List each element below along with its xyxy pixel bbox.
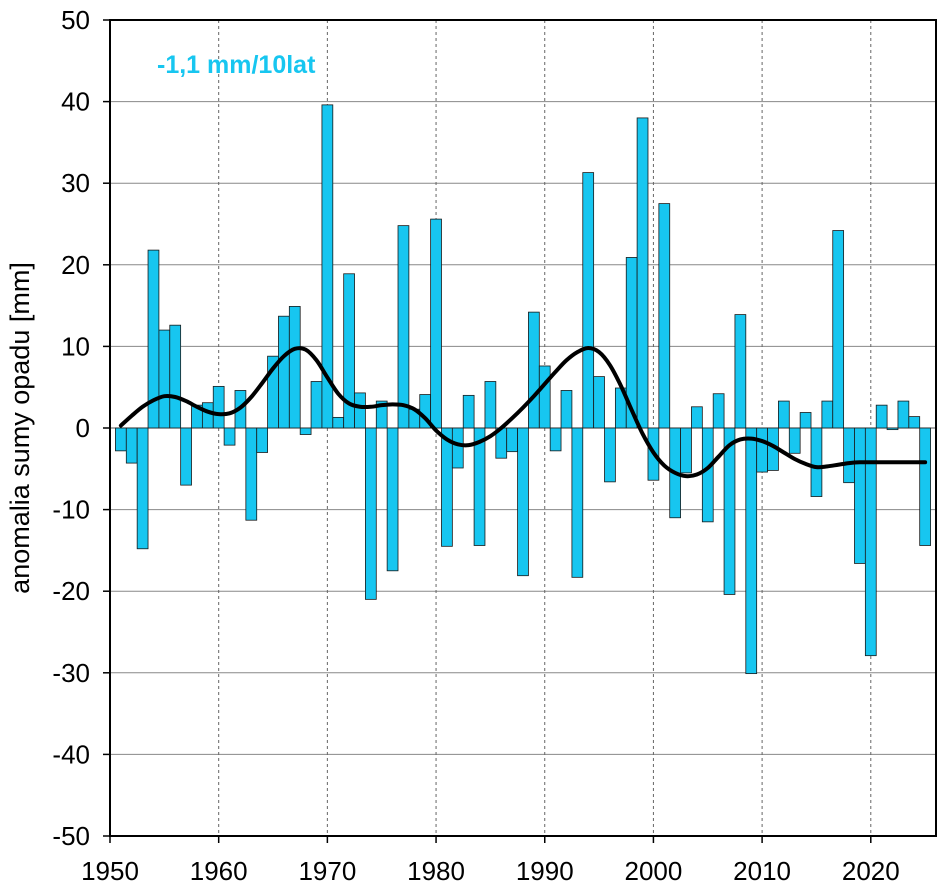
bar [506,427,518,453]
y-tick-label: -10 [52,495,90,525]
bar [832,230,845,429]
bar [115,427,127,452]
bar [136,427,149,550]
bar [810,427,823,497]
bar [658,203,671,429]
bar [201,402,214,429]
bar [256,427,268,453]
y-axis-label: anomalia sumy opadu [mm] [5,262,35,594]
bar [778,400,790,429]
x-tick-label: 1960 [190,856,248,886]
bar [919,427,931,546]
bar [560,390,573,429]
y-tick-label: 40 [61,87,90,117]
bar [245,427,258,521]
bar [691,406,703,429]
bar [430,218,442,429]
x-tick-label: 2020 [842,856,900,886]
bar [484,381,497,429]
bar [908,416,921,429]
bar [593,376,605,429]
bar [462,394,475,429]
bar [821,400,834,429]
smoothed-trend [118,346,928,479]
bar [734,314,747,429]
bar [854,427,866,564]
bar [354,392,366,429]
bar [538,365,551,429]
bar [571,427,584,578]
bar [375,400,388,429]
bar [636,117,649,429]
bar [386,427,399,572]
y-tick-label: 10 [61,331,90,361]
y-tick-label: -50 [52,821,90,851]
x-tick-label: 2010 [733,856,791,886]
bar [278,315,290,429]
bar [473,427,486,546]
bar [745,427,758,675]
y-tick-label: 20 [61,250,90,280]
x-tick-label: 2000 [624,856,682,886]
bar [441,427,453,547]
x-tick-label: 1990 [516,856,574,886]
bar [886,427,899,431]
bar [756,427,768,473]
bar [799,412,812,429]
bar [549,427,562,452]
bar [582,172,595,429]
bar [212,385,225,429]
bar [604,427,616,483]
bar [712,393,725,429]
bar [288,306,301,429]
y-tick-label: 50 [61,5,90,35]
bar [875,404,888,429]
bar [680,427,692,474]
trend-annotation: -1,1 mm/10lat [157,51,316,79]
bar [897,400,910,429]
x-tick-label: 1980 [407,856,465,886]
y-tick-label: -30 [52,658,90,688]
bar [223,427,236,446]
bar [517,427,529,577]
y-tick-label: -20 [52,576,90,606]
y-tick-label: 0 [76,413,90,443]
bar [343,273,355,429]
bar [332,416,345,429]
trend-line [118,346,928,479]
bar [310,381,323,429]
x-tick-label: 1970 [298,856,356,886]
bar [451,427,464,469]
y-tick-label: -40 [52,739,90,769]
bar [528,311,540,429]
bars [115,104,931,675]
bar [125,427,138,464]
bar [299,427,312,435]
bar [701,427,714,523]
bar [321,104,334,429]
bar [723,427,736,595]
y-tick-label: 30 [61,168,90,198]
bar [180,427,192,486]
bar [788,427,801,454]
bar [397,225,410,429]
bar [843,427,855,484]
bar [158,329,171,429]
bar [365,427,377,600]
bar [169,324,182,429]
x-tick-label: 1950 [81,856,139,886]
bar [864,427,877,657]
